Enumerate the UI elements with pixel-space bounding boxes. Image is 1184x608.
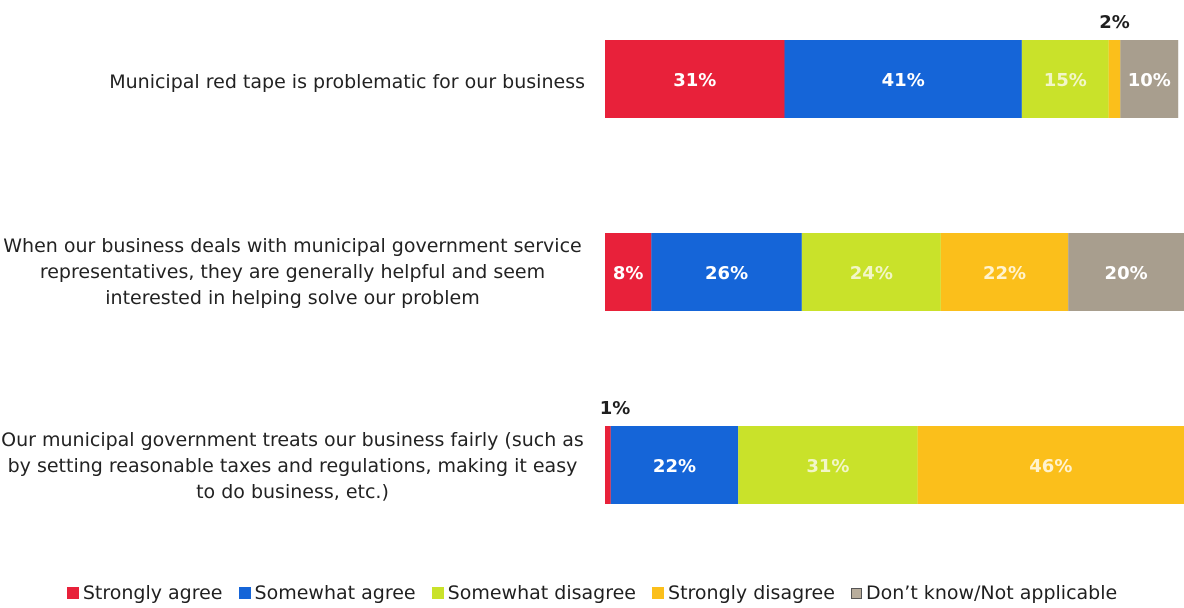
row-label-service-reps: When our business deals with municipal g… [0, 233, 585, 311]
bar-segment-row2-somewhat-disagree [801, 233, 941, 311]
bar-segment-row1-strongly-disagree [1108, 40, 1121, 118]
bar-segment-row2-strongly-agree [605, 233, 652, 311]
bar-segment-row1-somewhat-disagree [1021, 40, 1109, 118]
legend-swatch-somewhat-disagree [431, 587, 444, 599]
row-label-red-tape-text: Municipal red tape is problematic for ou… [109, 71, 585, 93]
row-label-treats-fairly-line-1: Our municipal government treats our busi… [1, 429, 584, 451]
legend-item-dont-know: Don’t know/Not applicable [850, 582, 1118, 604]
legend-swatch-strongly-disagree [652, 587, 665, 599]
legend-label-strongly-disagree: Strongly disagree [668, 582, 835, 604]
data-label-row3-strongly-disagree: 46% [1029, 456, 1072, 477]
legend-item-strongly-disagree: Strongly disagree [652, 582, 835, 604]
bar-segment-row1-dont-know [1120, 40, 1179, 118]
legend-item-somewhat-disagree: Somewhat disagree [431, 582, 636, 604]
bar-segment-row3-strongly-agree [605, 426, 611, 504]
legend-swatch-dont-know [850, 588, 862, 599]
data-label-row2-somewhat-disagree: 24% [850, 263, 893, 284]
row-label-service-reps-line-3: interested in helping solve our problem [105, 287, 480, 309]
bar-segment-row3-somewhat-disagree [738, 426, 918, 504]
legend-swatch-somewhat-agree [238, 587, 251, 599]
data-label-row1-somewhat-disagree: 15% [1044, 70, 1087, 91]
legend-label-somewhat-disagree: Somewhat disagree [447, 582, 636, 604]
bar-segment-row3-strongly-disagree [917, 426, 1184, 504]
data-label-row2-somewhat-agree: 26% [705, 263, 748, 284]
data-label-row1-somewhat-agree: 41% [882, 70, 925, 91]
legend-item-strongly-agree: Strongly agree [66, 582, 223, 604]
data-label-row3-somewhat-agree: 22% [653, 456, 696, 477]
data-label-row1-strongly-agree: 31% [673, 70, 716, 91]
bar-segment-row2-somewhat-agree [651, 233, 802, 311]
legend: Strongly agree Somewhat agree Somewhat d… [0, 582, 1184, 604]
bar-segment-row1-somewhat-agree [784, 40, 1022, 118]
bar-segment-row3-somewhat-agree [610, 426, 739, 504]
legend-label-strongly-agree: Strongly agree [82, 582, 223, 604]
bar-segment-row1-strongly-agree [605, 40, 785, 118]
row-label-service-reps-line-1: When our business deals with municipal g… [3, 235, 582, 257]
bar-segment-row2-dont-know [1068, 233, 1184, 311]
legend-swatch-strongly-agree [66, 587, 79, 599]
row-label-service-reps-line-2: representatives, they are generally help… [39, 261, 546, 283]
bar-segment-row2-strongly-disagree [940, 233, 1069, 311]
data-label-row3-somewhat-disagree: 31% [806, 456, 849, 477]
data-label-row1-dont-know: 10% [1128, 70, 1171, 91]
row-label-red-tape: Municipal red tape is problematic for ou… [0, 69, 585, 95]
row-label-treats-fairly: Our municipal government treats our busi… [0, 427, 585, 505]
data-label-row2-strongly-disagree: 22% [983, 263, 1026, 284]
data-label-row2-strongly-agree: 8% [613, 263, 644, 284]
legend-label-somewhat-agree: Somewhat agree [254, 582, 416, 604]
row-label-treats-fairly-line-2: by setting reasonable taxes and regulati… [7, 455, 578, 477]
row-label-treats-fairly-line-3: to do business, etc.) [196, 481, 389, 503]
legend-item-somewhat-agree: Somewhat agree [238, 582, 416, 604]
data-label-row2-dont-know: 20% [1105, 263, 1148, 284]
data-label-row1-strongly-disagree: 2% [1099, 12, 1130, 33]
legend-label-dont-know: Don’t know/Not applicable [865, 582, 1118, 604]
data-label-row3-strongly-agree: 1% [600, 398, 631, 419]
